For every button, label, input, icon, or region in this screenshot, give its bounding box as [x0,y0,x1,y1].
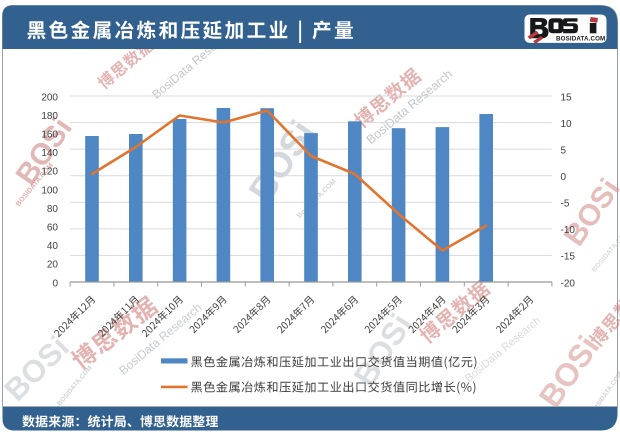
svg-text:60: 60 [47,223,59,234]
svg-text:15: 15 [561,92,573,103]
svg-text:0: 0 [561,172,567,183]
svg-text:80: 80 [47,204,59,215]
svg-text:40: 40 [47,241,59,252]
svg-text:-5: -5 [561,199,570,210]
svg-text:160: 160 [41,130,58,141]
svg-text:140: 140 [41,148,58,159]
svg-text:20: 20 [47,260,59,271]
svg-text:-10: -10 [561,225,576,236]
svg-text:5: 5 [561,145,567,156]
svg-text:120: 120 [41,167,58,178]
svg-text:10: 10 [561,119,573,130]
svg-text:-20: -20 [561,278,576,289]
svg-text:BOSIDATA.COM: BOSIDATA.COM [556,36,605,43]
svg-text:-15: -15 [561,252,576,263]
svg-text:180: 180 [41,111,58,122]
svg-text:200: 200 [41,92,58,103]
svg-text:100: 100 [41,185,58,196]
svg-text:0: 0 [52,278,58,289]
